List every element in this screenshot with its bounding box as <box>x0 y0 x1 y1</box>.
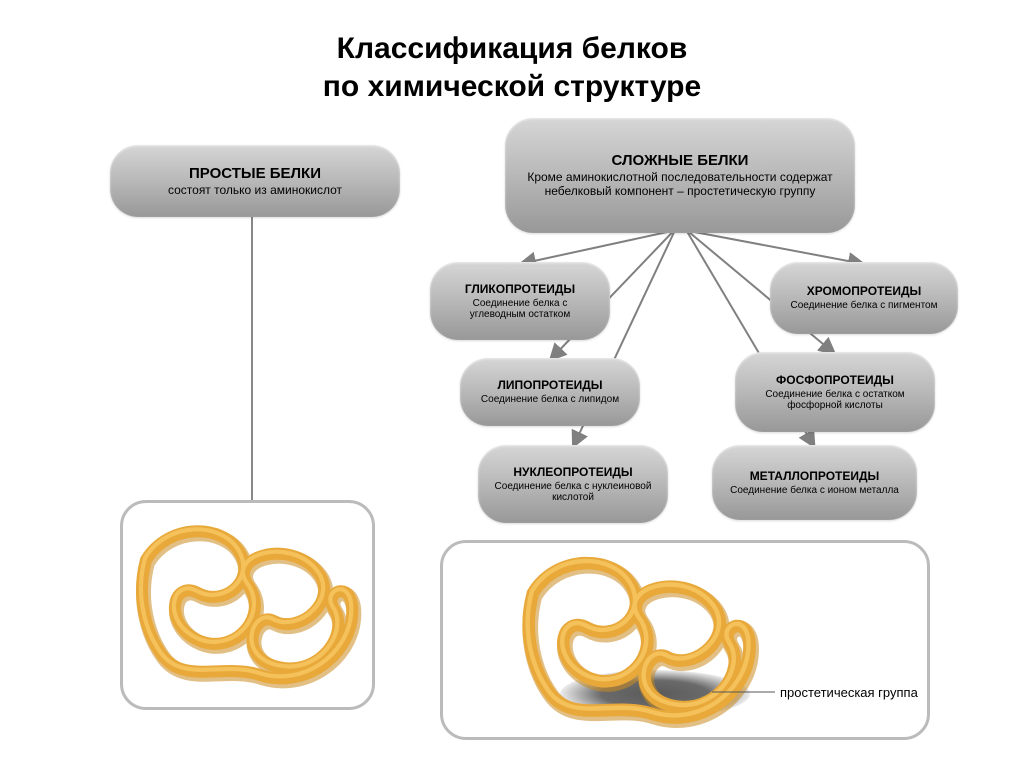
node-desc: Кроме аминокислотной последовательности … <box>519 171 841 199</box>
node-desc: Соединение белка с углеводным остатком <box>444 298 596 321</box>
node-heading: ХРОМОПРОТЕИДЫ <box>807 284 922 298</box>
node-desc: Соединение белка с нуклеиновой кислотой <box>492 481 654 504</box>
node-heading: МЕТАЛЛОПРОТЕИДЫ <box>750 469 880 483</box>
node-desc: Соединение белка с ионом металла <box>730 485 899 497</box>
node-desc: Соединение белка с липидом <box>481 394 619 406</box>
node-heading: ФОСФОПРОТЕИДЫ <box>776 373 894 387</box>
diagram-title: Классификация белков по химической струк… <box>0 30 1024 105</box>
protein-illustration-complex <box>514 546 766 735</box>
node-heading: СЛОЖНЫЕ БЕЛКИ <box>612 152 749 169</box>
node-heading: ЛИПОПРОТЕИДЫ <box>497 378 602 392</box>
node-desc: Соединение белка с остатком фосфорной ки… <box>749 389 921 412</box>
node-lipo: ЛИПОПРОТЕИДЫ Соединение белка с липидом <box>460 358 640 426</box>
node-complex: СЛОЖНЫЕ БЕЛКИ Кроме аминокислотной послед… <box>505 118 855 233</box>
node-phospho: ФОСФОПРОТЕИДЫ Соединение белка с остатком… <box>735 352 935 432</box>
node-desc: состоят только из аминокислот <box>168 184 342 198</box>
node-glyco: ГЛИКОПРОТЕИДЫ Соединение белка с углеводн… <box>430 262 610 340</box>
simple-connector <box>251 217 253 500</box>
prosthetic-caption: простетическая группа <box>780 685 918 700</box>
node-desc: Соединение белка с пигментом <box>791 300 938 312</box>
node-heading: ГЛИКОПРОТЕИДЫ <box>465 282 575 296</box>
node-chromo: ХРОМОПРОТЕИДЫ Соединение белка с пигменто… <box>770 262 958 334</box>
node-heading: ПРОСТЫЕ БЕЛКИ <box>189 165 321 182</box>
node-nucleo: НУКЛЕОПРОТЕИДЫ Соединение белка с нуклеин… <box>478 445 668 523</box>
title-line2: по химической структуре <box>0 68 1024 106</box>
node-heading: НУКЛЕОПРОТЕИДЫ <box>513 465 632 479</box>
node-simple: ПРОСТЫЕ БЕЛКИ состоят только из аминокисл… <box>110 145 400 217</box>
protein-illustration-simple <box>128 515 368 695</box>
title-line1: Классификация белков <box>0 30 1024 68</box>
node-metallo: МЕТАЛЛОПРОТЕИДЫ Соединение белка с ионом … <box>712 445 917 520</box>
